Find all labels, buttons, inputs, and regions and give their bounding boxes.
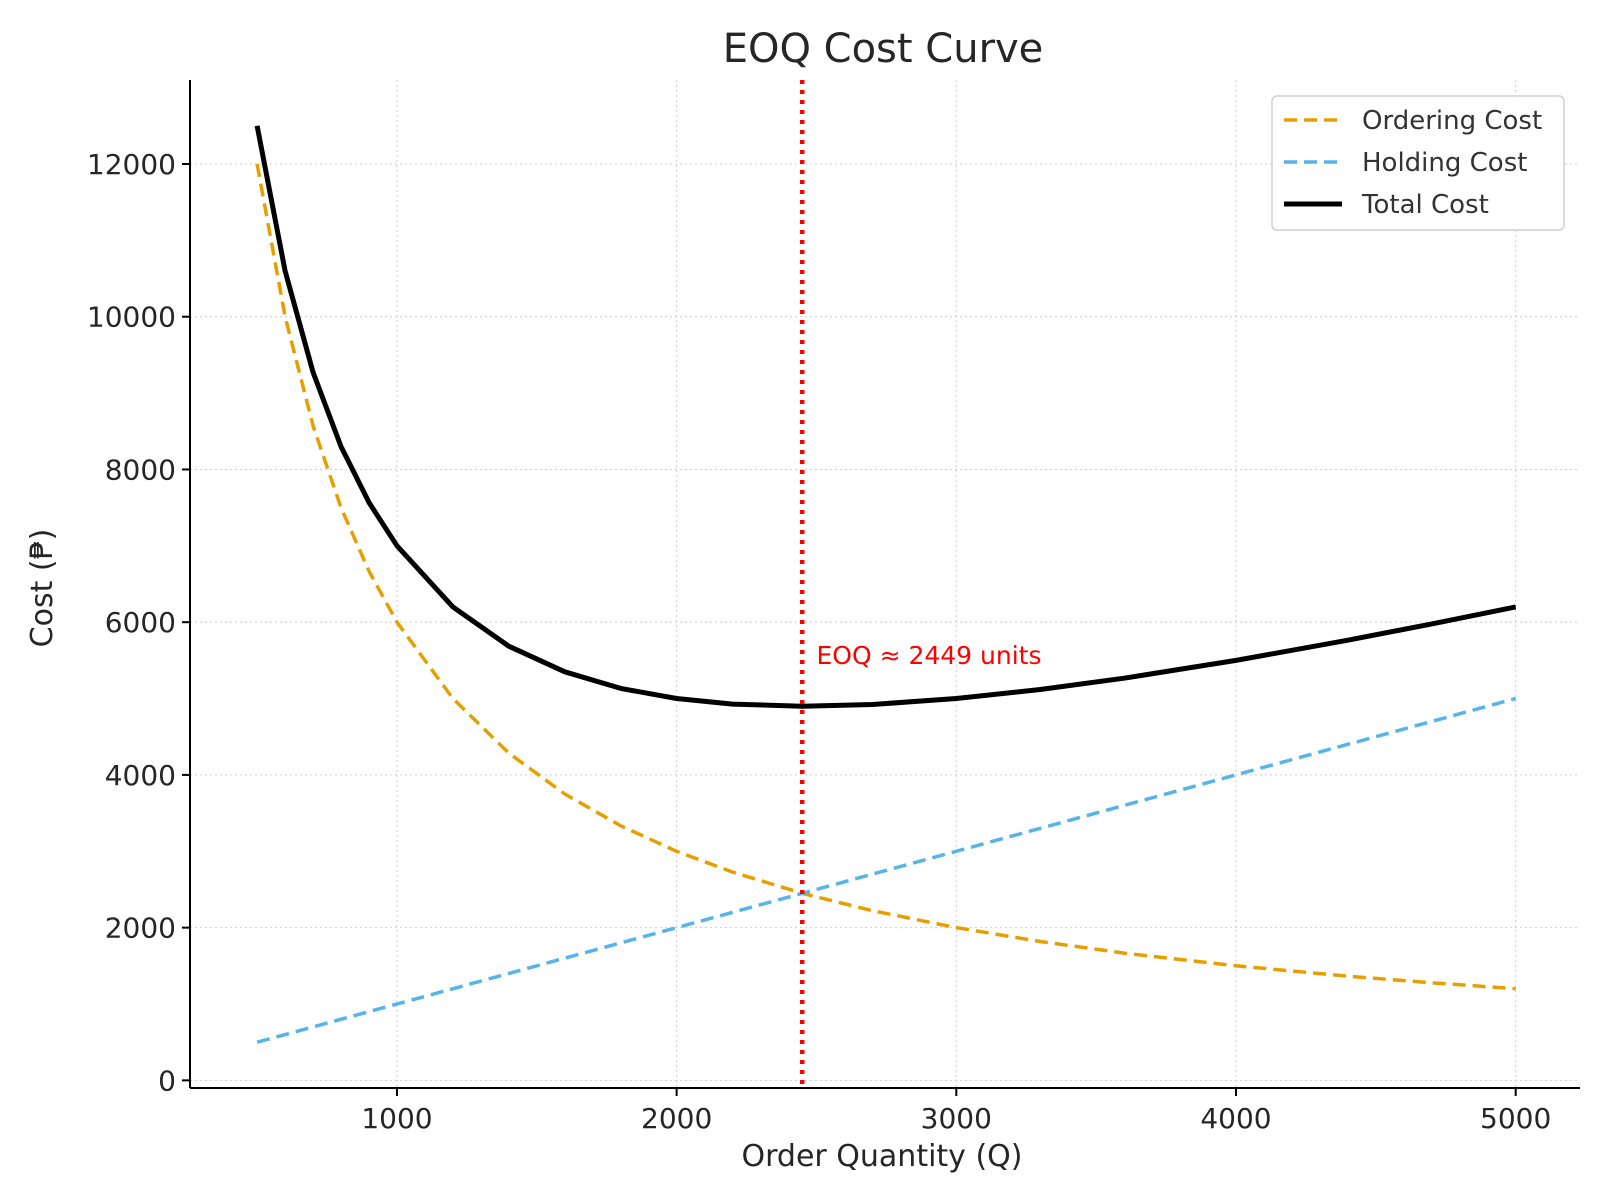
legend: Ordering Cost Holding Cost Total Cost (1271, 95, 1565, 231)
series-line-holding-cost (256, 696, 1517, 1044)
x-tick-label: 1000 (361, 1102, 432, 1135)
y-tick-label: 8000 (105, 453, 176, 486)
y-tick-label: 4000 (105, 759, 176, 792)
x-tick-label: 5000 (1480, 1102, 1551, 1135)
chart-title: EOQ Cost Curve (723, 26, 1044, 72)
x-tick-label: 4000 (1200, 1102, 1271, 1135)
axes: 1000 2000 3000 4000 5000 0 2000 4000 6000 8000 100… (87, 80, 1580, 1135)
y-tick-label: 0 (158, 1064, 176, 1097)
x-tick-label: 3000 (921, 1102, 992, 1135)
x-axis-label: Order Quantity (Q) (742, 1139, 1023, 1174)
y-tick-label: 6000 (105, 606, 176, 639)
series-lines (254, 80, 1517, 1088)
grid (190, 80, 1580, 1088)
series-line-total-cost (254, 125, 1517, 709)
legend-label: Total Cost (1361, 190, 1489, 220)
y-axis-label: Cost (₱) (25, 529, 60, 648)
legend-label: Ordering Cost (1362, 106, 1542, 136)
eoq-annotation: EOQ ≈ 2449 units (816, 641, 1041, 670)
series-line-ordering-cost (255, 163, 1516, 991)
legend-label: Holding Cost (1362, 148, 1527, 178)
y-tick-label: 2000 (105, 912, 176, 945)
legend-box (1271, 95, 1565, 231)
y-tick-label: 12000 (87, 148, 176, 181)
y-tick-label: 10000 (87, 301, 176, 334)
x-tick-label: 2000 (641, 1102, 712, 1135)
